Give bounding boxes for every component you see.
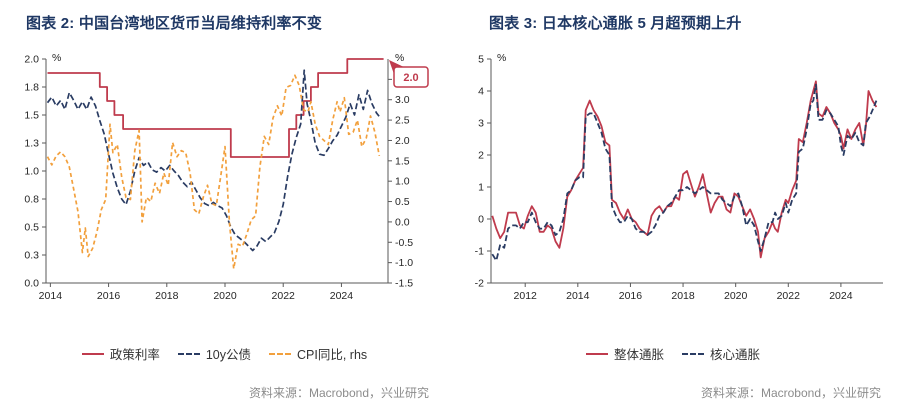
svg-text:1: 1	[478, 182, 484, 194]
legend-label-policy-rate: 政策利率	[109, 348, 160, 362]
svg-text:2014: 2014	[39, 290, 63, 302]
core-inflation-line-swatch	[682, 352, 704, 355]
svg-text:2022: 2022	[272, 290, 296, 302]
legend-item-policy-rate: 政策利率	[81, 344, 160, 363]
svg-text:0.5: 0.5	[395, 196, 410, 208]
figure-2-panel: 图表 2: 中国台湾地区货币当局维持利率不变 2014 2016 2018 2020 2…	[0, 15, 449, 400]
svg-text:-0.5: -0.5	[395, 237, 413, 249]
svg-text:2016: 2016	[619, 290, 643, 302]
svg-text:4: 4	[478, 86, 484, 98]
legend-label-10y-bond: 10y公债	[205, 348, 251, 362]
svg-text:2020: 2020	[213, 290, 237, 302]
figure-3-legend: 整体通胀 核心通胀	[449, 344, 897, 363]
legend-label-core-inflation: 核心通胀	[710, 348, 761, 362]
svg-text:2.0: 2.0	[24, 54, 39, 66]
svg-text:0.0: 0.0	[24, 278, 39, 290]
figure-3-chart: 2012 2014 2016 2018 2020 2022 2024 -2 -1 0 1 2 3 4 5%	[475, 52, 883, 302]
svg-text:1.8: 1.8	[24, 82, 39, 94]
svg-text:2.5: 2.5	[395, 115, 410, 127]
svg-text:2024: 2024	[330, 290, 354, 302]
svg-text:%: %	[52, 52, 61, 64]
svg-text:2014: 2014	[566, 290, 590, 302]
svg-text:1.3: 1.3	[24, 138, 39, 150]
legend-label-headline-inflation: 整体通胀	[613, 348, 664, 362]
svg-text:1.5: 1.5	[395, 155, 410, 167]
svg-text:%: %	[497, 52, 506, 64]
svg-text:2024: 2024	[829, 290, 853, 302]
svg-text:2.0: 2.0	[395, 135, 410, 147]
bond-10y-line-swatch	[177, 352, 200, 355]
svg-text:2016: 2016	[97, 290, 121, 302]
cpi-line-swatch	[269, 352, 291, 355]
svg-text:0.5: 0.5	[24, 222, 39, 234]
svg-text:3.0: 3.0	[395, 94, 410, 106]
svg-text:0.3: 0.3	[24, 250, 39, 262]
svg-text:-1: -1	[475, 246, 484, 258]
svg-text:0.0: 0.0	[395, 216, 410, 228]
figure-3-title: 图表 3: 日本核心通胀 5 月超预期上升	[489, 15, 742, 32]
svg-text:2018: 2018	[155, 290, 179, 302]
svg-text:%: %	[395, 52, 404, 64]
svg-text:2022: 2022	[777, 290, 801, 302]
svg-text:0: 0	[478, 214, 484, 226]
legend-item-cpi: CPI同比, rhs	[269, 344, 367, 363]
legend-label-cpi: CPI同比, rhs	[297, 348, 368, 362]
svg-text:-1.5: -1.5	[395, 278, 413, 290]
figure-2-source: 资料来源：Macrobond，兴业研究	[248, 386, 429, 400]
svg-text:-1.0: -1.0	[395, 257, 413, 269]
svg-text:2020: 2020	[724, 290, 748, 302]
svg-text:2.0: 2.0	[403, 72, 418, 84]
figure-2-legend: 政策利率 10y公债 CPI同比, rhs	[0, 344, 449, 363]
svg-text:3: 3	[478, 118, 484, 130]
svg-text:2012: 2012	[514, 290, 538, 302]
figure-3-source: 资料来源：Macrobond，兴业研究	[700, 386, 881, 400]
figure-2-title: 图表 2: 中国台湾地区货币当局维持利率不变	[26, 15, 323, 32]
figure-2-chart: 2014 2016 2018 2020 2022 2024 0.0 0.3 0.5 0.8 1.0 1…	[24, 52, 429, 302]
svg-text:5: 5	[478, 54, 484, 66]
svg-text:2: 2	[478, 150, 484, 162]
legend-item-headline-inflation: 整体通胀	[585, 344, 664, 363]
policy-rate-line-swatch	[81, 352, 104, 355]
legend-item-10y-bond: 10y公债	[177, 344, 251, 363]
svg-text:1.0: 1.0	[395, 176, 410, 188]
svg-text:1.5: 1.5	[24, 110, 39, 122]
headline-inflation-line-swatch	[585, 352, 608, 355]
svg-text:2018: 2018	[671, 290, 695, 302]
svg-text:-2: -2	[475, 278, 484, 290]
legend-item-core-inflation: 核心通胀	[682, 344, 760, 363]
svg-text:1.0: 1.0	[24, 166, 39, 178]
figure-3-panel: 图表 3: 日本核心通胀 5 月超预期上升 2012 2014 2016 2018 20…	[449, 0, 897, 413]
svg-text:0.8: 0.8	[24, 194, 39, 206]
